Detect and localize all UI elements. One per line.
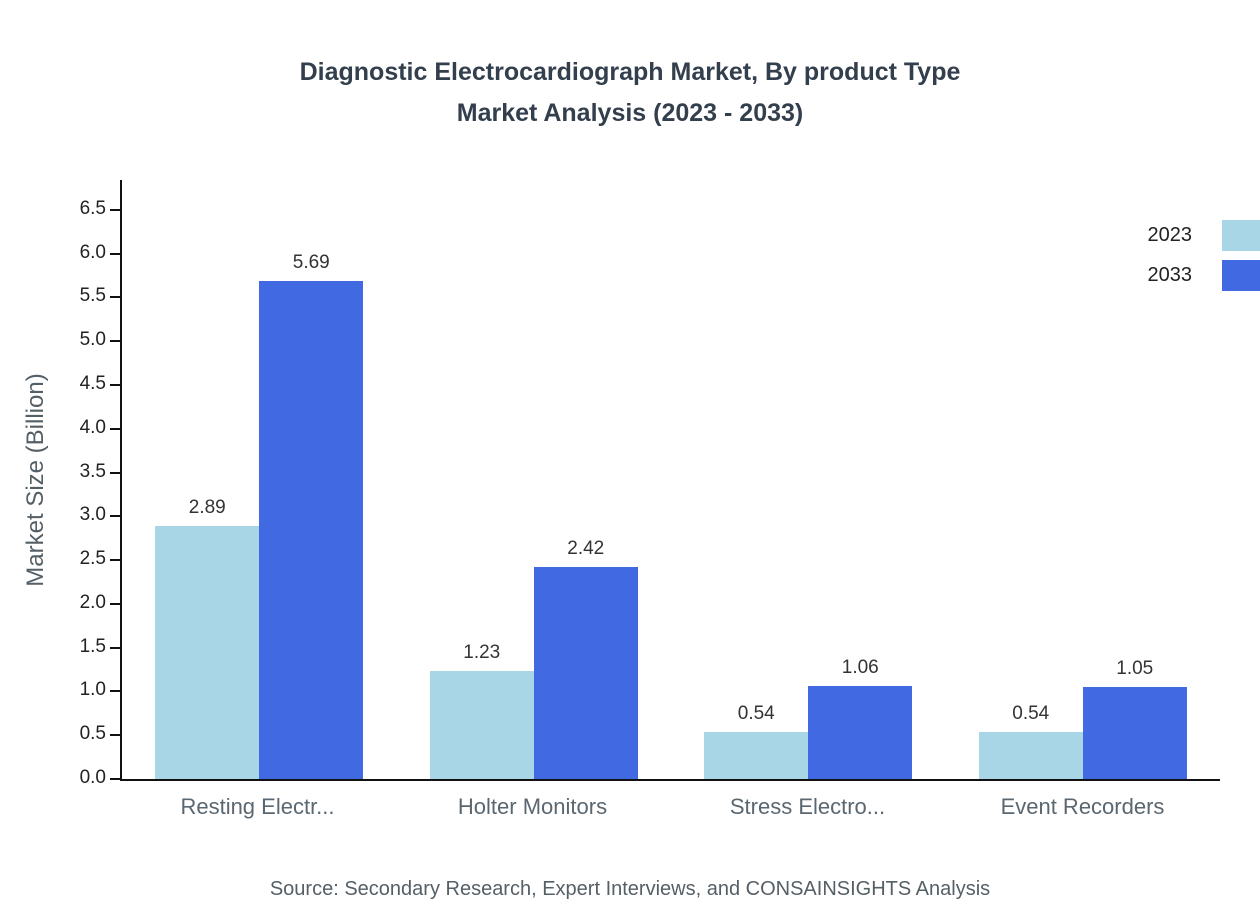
y-tick-mark	[110, 383, 120, 386]
bar-2033	[533, 567, 638, 779]
bar-group: 1.23 2.42	[397, 180, 672, 779]
source-text: Source: Secondary Research, Expert Inter…	[269, 878, 991, 900]
y-tick-label: 5.0	[79, 329, 106, 351]
y-tick-mark	[110, 559, 120, 562]
bar-value-label: 0.54	[737, 702, 775, 724]
bar-2033	[808, 686, 913, 779]
bar-column-2033: 1.06	[808, 180, 913, 779]
plot-area: 0.0 0.5 1.0 1.5 2.0 2.5 3.0 3.5 4.0 4.5 5.0 5.5 6.0 6…	[80, 180, 1220, 788]
y-axis-ticks: 0.0 0.5 1.0 1.5 2.0 2.5 3.0 3.5 4.0 4.5 5.0 5.5 6.0 6…	[80, 180, 1220, 788]
bar-value-label: 5.69	[292, 251, 330, 273]
y-tick-label: 1.5	[79, 635, 106, 657]
bar-value-label: 0.54	[1012, 702, 1050, 724]
bar-column-2023: 0.54	[978, 180, 1083, 779]
y-tick-mark	[110, 296, 120, 299]
y-tick-mark	[110, 471, 120, 474]
category-label: Holter Monitors	[457, 794, 608, 819]
bar-group: 0.54 1.05	[946, 180, 1221, 779]
legend: 2023 2033	[1148, 220, 1260, 291]
bar-2023	[978, 731, 1083, 779]
y-tick-label: 0.0	[79, 767, 106, 788]
bars-area: 2.89 5.69 1.23 2.42 0.54 1.06 0.54 1.05	[122, 180, 1220, 779]
bar-value-label: 2.42	[567, 538, 605, 560]
y-tick-mark	[110, 734, 120, 737]
y-tick-label: 4.0	[79, 416, 106, 438]
chart-title-line2: Market Analysis (2023 - 2033)	[456, 99, 804, 127]
y-tick-mark	[110, 778, 120, 780]
bar-column-2023: 0.54	[704, 180, 809, 779]
bar-column-2033: 5.69	[259, 180, 364, 779]
chart-title-line1: Diagnostic Electrocardiograph Market, By…	[299, 58, 961, 86]
y-tick-label: 1.0	[79, 679, 106, 701]
y-tick-label: 4.5	[79, 372, 106, 394]
category-label: Resting Electr...	[180, 794, 335, 819]
bar-value-label: 2.89	[188, 496, 226, 518]
y-tick-label: 3.0	[79, 504, 106, 526]
bar-2033	[1082, 687, 1187, 779]
bar-2033	[259, 280, 364, 779]
y-tick-mark	[110, 646, 120, 649]
category-label: Event Recorders	[1000, 794, 1165, 819]
legend-label-2033: 2033	[1147, 264, 1193, 286]
y-tick-mark	[110, 602, 120, 605]
bar-value-label: 1.06	[841, 657, 879, 679]
y-tick-label: 2.5	[79, 548, 106, 570]
bar-2023	[429, 671, 534, 779]
legend-item-2023: 2023	[1148, 220, 1260, 251]
bar-column-2033: 2.42	[533, 180, 638, 779]
y-tick-label: 6.5	[79, 197, 106, 219]
bar-2023	[704, 731, 809, 779]
y-tick-mark	[110, 515, 120, 518]
y-tick-mark	[110, 252, 120, 255]
bar-column-2023: 1.23	[429, 180, 534, 779]
y-tick-mark	[110, 690, 120, 693]
y-tick-label: 0.5	[79, 723, 106, 745]
legend-swatch-2033	[1222, 260, 1260, 291]
bar-group: 2.89 5.69	[122, 180, 397, 779]
x-axis-category-labels: Resting Electr... Holter Monitors Stress E…	[120, 794, 1220, 820]
bar-value-label: 1.23	[463, 642, 501, 664]
bar-column-2033: 1.05	[1082, 180, 1187, 779]
bar-2023	[155, 525, 260, 779]
y-tick-label: 3.5	[79, 460, 106, 482]
category-label: Stress Electro...	[729, 794, 886, 819]
legend-item-2033: 2033	[1148, 260, 1260, 291]
chart-title: Diagnostic Electrocardiograph Market, By…	[0, 52, 1260, 134]
y-tick-mark	[110, 208, 120, 211]
y-tick-label: 5.5	[79, 285, 106, 307]
y-tick-mark	[110, 427, 120, 430]
y-tick-mark	[110, 340, 120, 343]
bar-column-2023: 2.89	[155, 180, 260, 779]
y-tick-label: 2.0	[79, 591, 106, 613]
legend-swatch-2023	[1222, 220, 1260, 251]
legend-label-2023: 2023	[1147, 224, 1193, 246]
y-tick-label: 6.0	[79, 241, 106, 263]
bar-value-label: 1.05	[1116, 658, 1154, 680]
bar-group: 0.54 1.06	[671, 180, 946, 779]
